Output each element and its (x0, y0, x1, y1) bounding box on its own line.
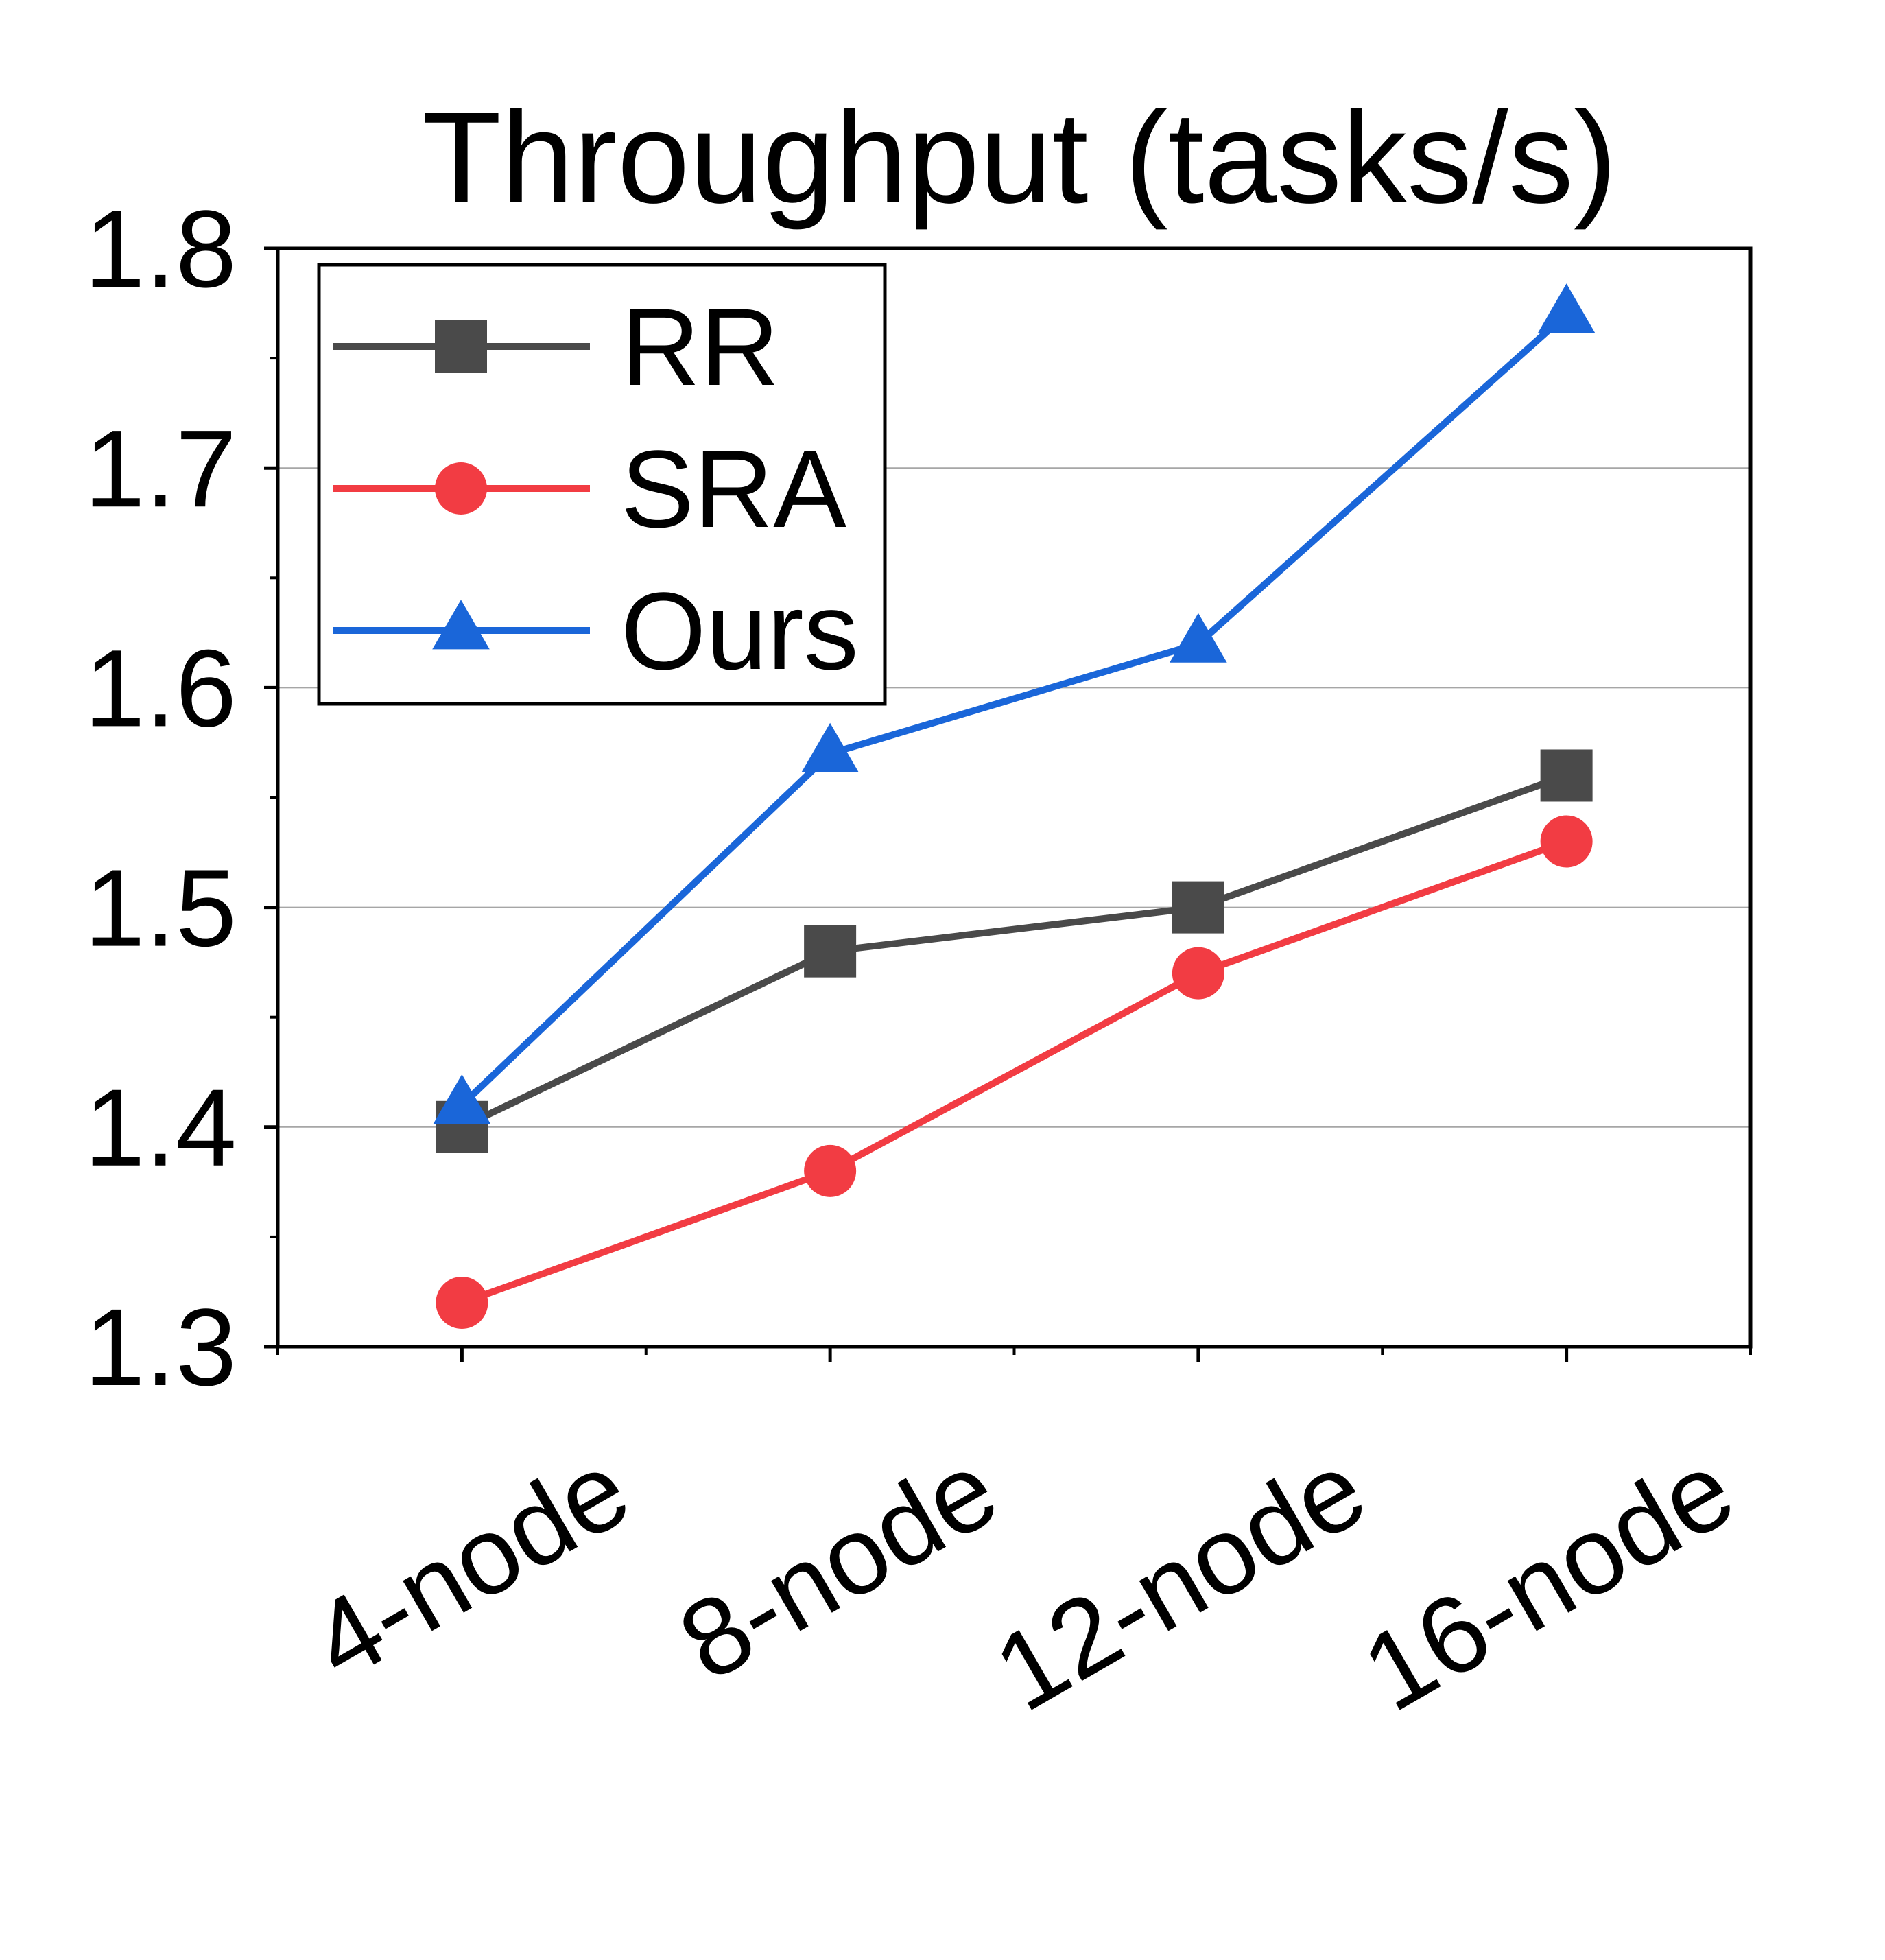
series-sra (436, 815, 1593, 1329)
legend-label-rr: RR (621, 285, 779, 408)
legend-label-ours: Ours (621, 569, 859, 692)
data-point-sra-2 (1172, 947, 1224, 1000)
legend-marker-ours (432, 600, 490, 650)
xtick-label-2: 12-node (975, 1426, 1385, 1734)
xtick-label-0: 4-node (291, 1426, 648, 1703)
chart-title: Throughput (tasks/s) (422, 85, 1617, 231)
legend-marker-sra (435, 462, 487, 515)
ytick-label-3: 1.6 (84, 626, 237, 749)
series-line-rr (460, 772, 1568, 1131)
ytick-label-5: 1.8 (84, 187, 237, 310)
data-point-ours-1 (801, 722, 859, 772)
data-point-rr-1 (804, 925, 857, 978)
ytick-label-0: 1.3 (84, 1286, 237, 1408)
xtick-label-1: 8-node (659, 1426, 1017, 1703)
ytick-label-4: 1.7 (84, 407, 237, 530)
data-point-sra-0 (436, 1276, 488, 1329)
legend: RR SRA Ours (317, 263, 887, 706)
data-point-sra-3 (1540, 815, 1593, 868)
ytick-label-2: 1.5 (84, 847, 237, 969)
data-point-ours-3 (1537, 283, 1596, 333)
legend-marker-rr (435, 320, 487, 373)
data-point-rr-2 (1172, 881, 1224, 934)
series-line-sra (460, 838, 1568, 1306)
data-point-sra-1 (804, 1144, 857, 1197)
ytick-label-1: 1.4 (84, 1066, 237, 1189)
data-point-rr-3 (1540, 749, 1593, 802)
series-ours (433, 283, 1596, 1124)
data-point-ours-2 (1170, 613, 1227, 663)
series-rr (436, 749, 1593, 1153)
series-group (433, 283, 1596, 1329)
data-point-ours-0 (433, 1074, 491, 1124)
legend-label-sra: SRA (621, 427, 846, 550)
series-line-ours (459, 311, 1569, 1108)
xtick-label-3: 16-node (1343, 1426, 1753, 1734)
